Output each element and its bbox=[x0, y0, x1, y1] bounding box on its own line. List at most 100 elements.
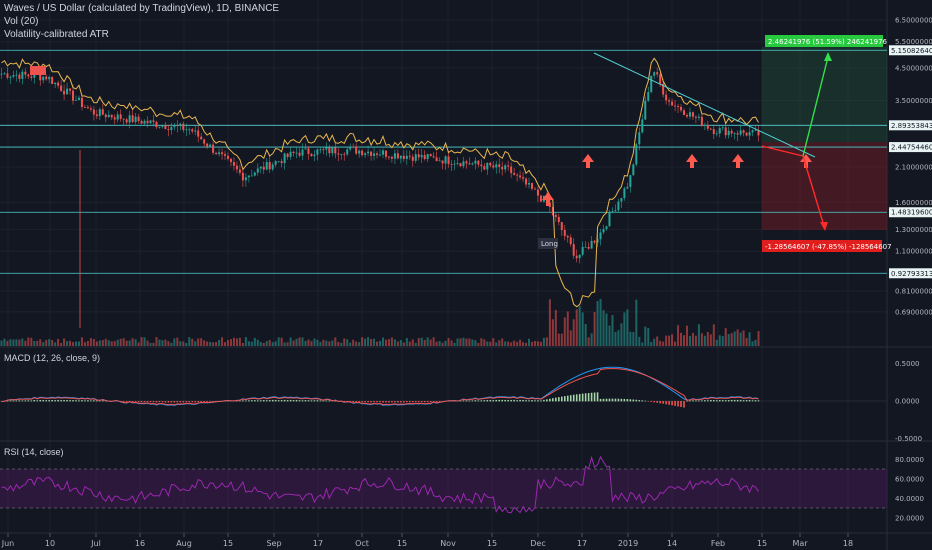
macd-hist-bar bbox=[543, 399, 545, 402]
macd-hist-bar bbox=[713, 400, 715, 402]
volume-bar bbox=[542, 337, 545, 346]
macd-hist-bar bbox=[379, 401, 381, 403]
rsi-y-tick-label: 20.0000 bbox=[895, 514, 924, 522]
volume-bar bbox=[405, 338, 408, 346]
x-tick-label: 18 bbox=[843, 539, 853, 548]
volume-bar bbox=[188, 337, 191, 346]
macd-hist-bar bbox=[301, 400, 304, 402]
candle-body bbox=[757, 129, 760, 136]
macd-hist-bar bbox=[84, 400, 86, 402]
macd-hist-bar bbox=[149, 401, 152, 403]
candle-body bbox=[48, 77, 51, 80]
candle-body bbox=[292, 151, 295, 154]
macd-hist-bar bbox=[501, 399, 503, 402]
candle-body bbox=[393, 153, 396, 159]
rsi-band bbox=[0, 469, 887, 508]
candle-body bbox=[140, 121, 143, 124]
rsi-legend: RSI (14, close) bbox=[4, 447, 64, 457]
candle-body bbox=[653, 72, 656, 76]
volume-bar bbox=[507, 341, 510, 346]
volume-bar bbox=[510, 342, 513, 346]
candle-body bbox=[149, 120, 152, 124]
macd-hist-bar bbox=[39, 399, 42, 402]
candle-body bbox=[131, 115, 134, 123]
candle-body bbox=[587, 246, 590, 249]
macd-hist-bar bbox=[21, 400, 24, 402]
macd-hist-bar bbox=[239, 400, 241, 402]
candle-body bbox=[486, 162, 489, 170]
x-tick-label: 15 bbox=[223, 539, 233, 548]
candle-body bbox=[384, 150, 387, 157]
macd-hist-bar bbox=[546, 399, 548, 402]
rsi-line bbox=[1, 455, 759, 514]
volume-bar bbox=[757, 331, 760, 346]
candle-body bbox=[69, 88, 72, 91]
macd-hist-bar bbox=[462, 400, 465, 402]
macd-hist-bar bbox=[683, 401, 685, 408]
candle-body bbox=[417, 154, 420, 158]
candle-body bbox=[533, 188, 536, 190]
volume-bar bbox=[191, 338, 194, 346]
macd-hist-bar bbox=[245, 400, 247, 402]
candle-body bbox=[483, 166, 486, 170]
price-labels: 5.15082640 2.89353843 2.44754460 1.48319600… bbox=[889, 45, 932, 279]
candle-body bbox=[635, 144, 638, 165]
volume-bar bbox=[662, 341, 665, 346]
candle-body bbox=[89, 108, 92, 110]
volume-bar bbox=[164, 339, 167, 346]
volume-bar bbox=[471, 339, 474, 346]
volume-bar bbox=[572, 319, 575, 346]
candle-body bbox=[492, 165, 495, 168]
stop-label-text: -1.28564607 (-47.85%) -128564607 bbox=[765, 243, 892, 251]
volume-bar bbox=[387, 339, 390, 346]
candle-body bbox=[685, 114, 688, 117]
candle-body bbox=[83, 106, 86, 108]
volume-bar bbox=[495, 342, 498, 346]
macd-hist-bar bbox=[459, 400, 462, 402]
candle-body bbox=[426, 154, 429, 160]
macd-hist-bar bbox=[185, 401, 188, 403]
volume-bar bbox=[611, 314, 614, 346]
candle-body bbox=[155, 121, 158, 128]
candle-body bbox=[700, 116, 703, 126]
volume-bar bbox=[498, 340, 501, 346]
macd-hist-bar bbox=[12, 400, 15, 402]
candle-body bbox=[733, 133, 736, 135]
support-arrows bbox=[542, 154, 812, 206]
volume-bar bbox=[277, 337, 280, 346]
candle-body bbox=[709, 128, 712, 130]
volume-bar bbox=[113, 341, 116, 346]
candle-body bbox=[75, 99, 77, 101]
macd-hist-bar bbox=[638, 400, 641, 402]
volume-bar bbox=[247, 341, 250, 346]
candle-body bbox=[110, 114, 113, 118]
candle-body bbox=[98, 109, 101, 117]
candle-body bbox=[194, 130, 197, 132]
candle-body bbox=[95, 114, 98, 117]
candle-body bbox=[414, 154, 417, 161]
y-tick-label: 4.50000000 bbox=[895, 64, 932, 72]
atr-legend: Volatility-calibrated ATR bbox=[4, 29, 109, 40]
x-tick-label: Mar bbox=[792, 539, 808, 548]
candle-body bbox=[6, 73, 9, 78]
candle-body bbox=[221, 152, 224, 155]
x-tick-label: Jun bbox=[1, 539, 15, 548]
candle-body bbox=[560, 222, 563, 230]
price-box-text: 5.15082640 bbox=[891, 47, 932, 55]
y-tick-label: 6.50000000 bbox=[895, 17, 932, 25]
candle-body bbox=[620, 198, 623, 202]
macd-hist-bar bbox=[271, 399, 274, 402]
volume-bar bbox=[486, 341, 489, 346]
candle-body bbox=[584, 246, 587, 248]
candle-body bbox=[15, 74, 18, 76]
macd-hist-bar bbox=[42, 400, 45, 402]
candle-body bbox=[57, 82, 60, 86]
volume-bar bbox=[227, 340, 229, 346]
candle-body bbox=[680, 106, 683, 111]
loss-zone bbox=[762, 142, 887, 230]
candle-body bbox=[611, 211, 614, 213]
macd-hist-bar bbox=[295, 399, 298, 402]
volume-bar bbox=[176, 337, 179, 346]
candle-body bbox=[596, 239, 599, 243]
candle-body bbox=[396, 153, 399, 159]
